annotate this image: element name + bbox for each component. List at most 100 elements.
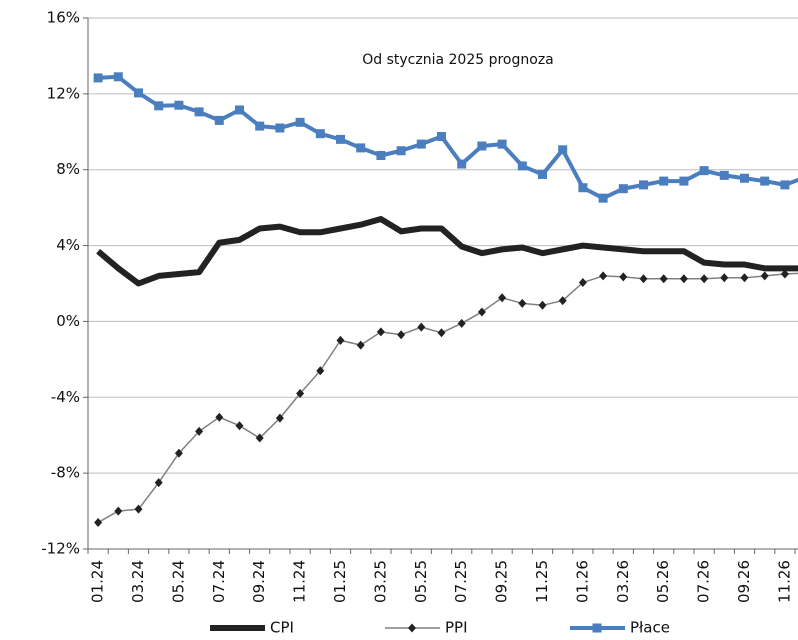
x-tick-label: 05.24 <box>169 560 187 603</box>
marker <box>780 180 790 190</box>
marker <box>659 176 669 186</box>
y-tick-label: -12% <box>41 540 80 558</box>
marker <box>659 274 668 284</box>
x-tick-label: 01.26 <box>573 560 591 603</box>
x-tick-label: 07.24 <box>210 560 228 603</box>
marker <box>255 433 264 443</box>
marker <box>356 340 365 350</box>
marker <box>517 161 527 171</box>
marker <box>457 159 467 169</box>
series-line <box>96 216 798 287</box>
marker <box>740 173 749 183</box>
marker <box>558 296 567 306</box>
marker <box>296 388 305 398</box>
marker <box>639 180 648 190</box>
y-tick-label: -4% <box>51 388 80 406</box>
marker <box>134 88 143 98</box>
marker <box>719 170 729 180</box>
marker <box>618 184 628 194</box>
marker <box>275 413 284 423</box>
x-tick-label: 07.25 <box>452 560 470 603</box>
marker <box>619 272 628 282</box>
x-tick-label: 07.26 <box>695 560 713 603</box>
x-tick-label: 03.26 <box>614 560 632 603</box>
y-tick-label: -8% <box>51 464 80 482</box>
marker <box>417 322 426 332</box>
marker <box>255 121 265 131</box>
x-tick-label: 09.24 <box>250 560 268 603</box>
x-tick-label: 09.25 <box>493 560 511 603</box>
marker <box>679 274 688 284</box>
marker <box>780 269 789 279</box>
marker <box>699 166 709 176</box>
marker <box>235 421 244 431</box>
marker <box>437 328 446 338</box>
marker <box>174 448 183 458</box>
marker <box>336 134 345 144</box>
marker <box>416 139 426 149</box>
y-tick-label: 4% <box>56 236 80 254</box>
marker <box>639 274 648 284</box>
marker <box>397 330 406 340</box>
marker <box>598 193 608 203</box>
marker <box>376 327 385 337</box>
marker <box>154 478 163 488</box>
x-tick-label: 01.25 <box>331 560 349 603</box>
marker <box>154 101 164 111</box>
marker <box>578 278 587 288</box>
marker <box>457 318 466 328</box>
annotation: Od stycznia 2025 prognoza <box>362 52 554 68</box>
marker <box>498 293 507 303</box>
marker <box>376 150 386 160</box>
legend-label: Płace <box>630 619 670 637</box>
marker <box>477 307 486 317</box>
marker <box>114 506 123 516</box>
legend-marker <box>592 623 602 633</box>
legend-label: CPI <box>270 619 294 637</box>
marker <box>538 169 547 179</box>
y-tick-label: 8% <box>56 160 80 178</box>
marker <box>679 176 689 186</box>
series-line <box>97 74 798 201</box>
marker <box>740 273 749 283</box>
marker <box>497 139 507 149</box>
marker <box>214 115 224 125</box>
x-tick-label: 11.24 <box>291 560 309 603</box>
x-tick-label: 11.25 <box>533 560 551 603</box>
marker <box>356 143 366 153</box>
marker <box>134 504 143 514</box>
marker <box>194 107 204 117</box>
y-tick-label: 0% <box>56 312 80 330</box>
x-tick-label: 05.25 <box>412 560 430 603</box>
marker <box>235 105 244 115</box>
marker <box>94 517 103 527</box>
x-tick-label: 01.24 <box>89 560 107 603</box>
marker <box>538 300 547 310</box>
marker <box>215 412 224 422</box>
marker <box>599 271 608 281</box>
marker <box>113 72 123 82</box>
marker <box>275 123 285 133</box>
x-tick-label: 03.24 <box>129 560 147 603</box>
legend-marker <box>408 623 416 633</box>
marker <box>195 426 204 436</box>
marker <box>700 274 709 284</box>
marker <box>396 146 406 156</box>
marker <box>93 73 103 83</box>
marker <box>336 335 345 345</box>
x-tick-label: 09.26 <box>735 560 753 603</box>
y-tick-label: 16% <box>47 9 80 27</box>
marker <box>437 132 446 142</box>
marker <box>477 141 487 151</box>
marker <box>315 129 325 139</box>
legend-label: PPI <box>445 619 468 637</box>
marker <box>720 273 729 283</box>
marker <box>174 100 184 110</box>
y-tick-label: 12% <box>47 84 80 102</box>
marker <box>295 117 305 127</box>
marker <box>578 183 588 193</box>
x-tick-label: 11.26 <box>775 560 793 603</box>
marker <box>518 298 527 308</box>
marker <box>760 176 770 186</box>
